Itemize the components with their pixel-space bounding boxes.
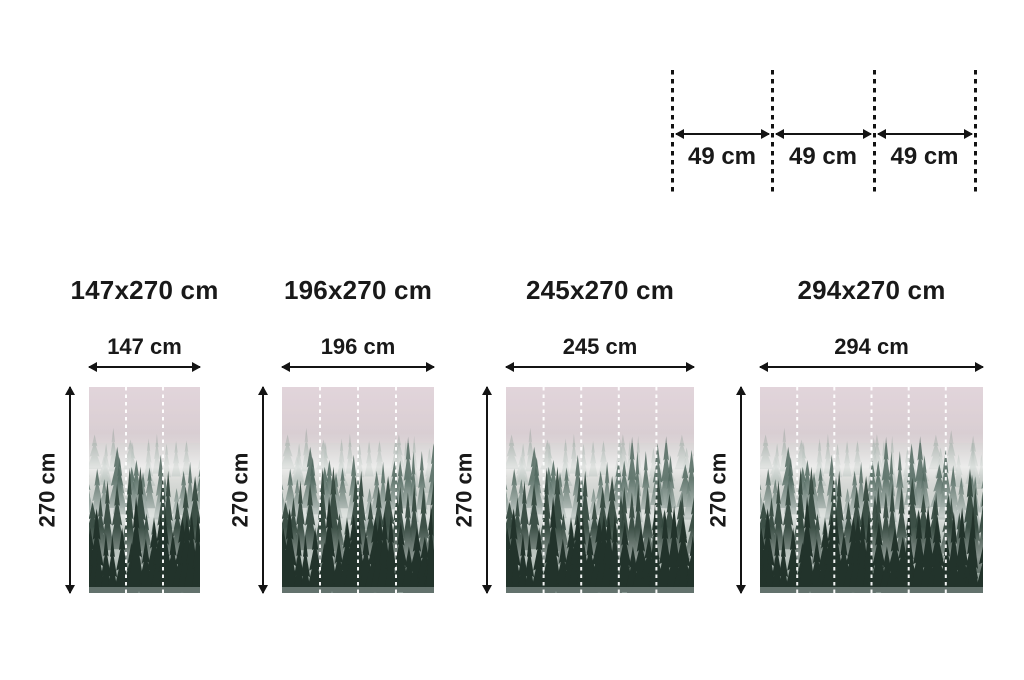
mural-preview-image [506, 387, 694, 593]
height-dimension-arrow [65, 386, 75, 594]
height-dimension-label-wrap: 270 cm [225, 387, 255, 593]
height-dimension-label: 270 cm [705, 452, 730, 528]
mural-preview-image [282, 387, 434, 593]
height-dimension-arrow [482, 386, 492, 594]
panel-cut-line [771, 70, 774, 196]
size-title: 245x270 cm [525, 275, 675, 305]
size-title: 147x270 cm [70, 275, 219, 305]
size-title: 196x270 cm [283, 275, 433, 305]
width-dimension-label: 196 cm [320, 334, 396, 359]
mural-preview-image [760, 387, 983, 593]
height-dimension-arrow [258, 386, 268, 594]
width-dimension-label: 294 cm [834, 334, 909, 359]
segment-width-arrow [775, 129, 872, 139]
size-title: 294x270 cm [797, 275, 946, 305]
width-dimension-arrow [281, 362, 435, 372]
panel-cut-line [671, 70, 674, 196]
width-dimension-label: 147 cm [107, 334, 182, 359]
segment-width-arrow [675, 129, 770, 139]
height-dimension-label: 270 cm [34, 452, 59, 528]
height-dimension-arrow [736, 386, 746, 594]
width-dimension-arrow [505, 362, 695, 372]
width-dimension-label: 245 cm [562, 334, 638, 359]
height-dimension-label: 270 cm [451, 452, 476, 528]
width-dimension-arrow [759, 362, 984, 372]
height-dimension-label-wrap: 270 cm [449, 387, 479, 593]
panel-cut-line [974, 70, 977, 196]
segment-width-label: 49 cm [788, 143, 858, 170]
segment-width-label: 49 cm [890, 143, 959, 170]
height-dimension-label-wrap: 270 cm [32, 387, 62, 593]
panel-cut-line [873, 70, 876, 196]
height-dimension-label-wrap: 270 cm [703, 387, 733, 593]
mural-preview-image [89, 387, 200, 593]
segment-width-label: 49 cm [687, 143, 757, 170]
height-dimension-label: 270 cm [227, 452, 252, 528]
segment-width-arrow [877, 129, 973, 139]
width-dimension-arrow [88, 362, 201, 372]
